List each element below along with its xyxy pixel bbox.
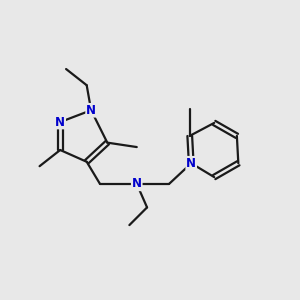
Text: N: N bbox=[86, 104, 96, 117]
Text: N: N bbox=[132, 177, 142, 190]
Text: N: N bbox=[55, 116, 65, 128]
Text: N: N bbox=[186, 157, 196, 170]
